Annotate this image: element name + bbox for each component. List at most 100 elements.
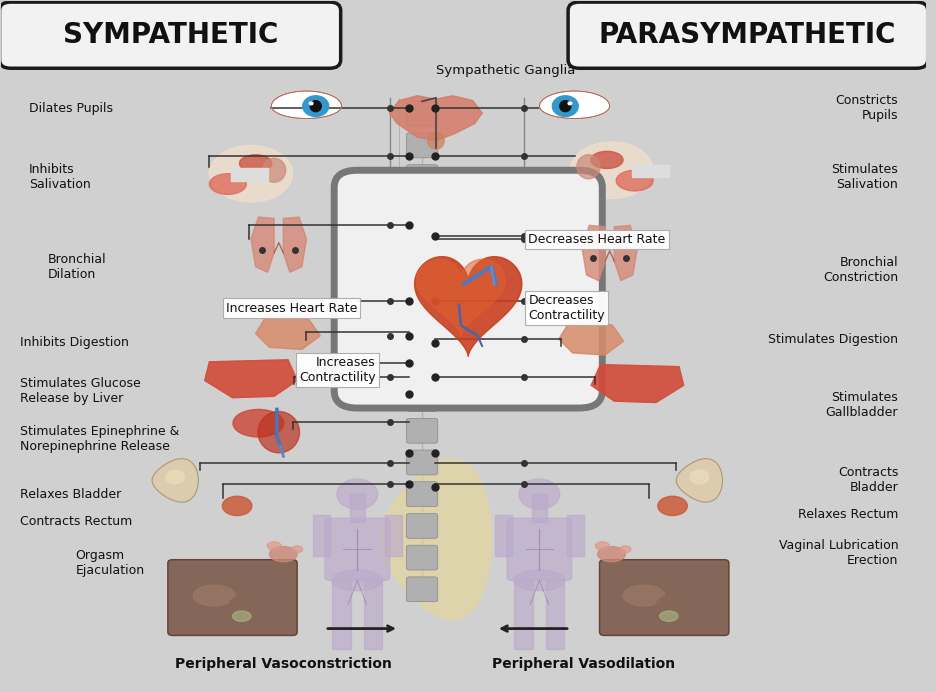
Text: Decreases
Contractility: Decreases Contractility [528, 294, 605, 322]
Polygon shape [256, 315, 320, 349]
Text: Bronchial
Constriction: Bronchial Constriction [823, 256, 899, 284]
Ellipse shape [552, 95, 578, 116]
Text: Stimulates
Gallbladder: Stimulates Gallbladder [826, 390, 899, 419]
Ellipse shape [570, 142, 653, 199]
Text: Vaginal Lubrication
Erection: Vaginal Lubrication Erection [779, 539, 899, 567]
Bar [313, 515, 329, 556]
FancyBboxPatch shape [406, 197, 438, 221]
Text: Increases Heart Rate: Increases Heart Rate [226, 302, 358, 315]
Polygon shape [251, 217, 274, 272]
Ellipse shape [210, 145, 293, 202]
FancyBboxPatch shape [406, 228, 438, 253]
Text: Stimulates Epinephrine &
Norepinephrine Release: Stimulates Epinephrine & Norepinephrine … [20, 425, 180, 453]
Polygon shape [152, 459, 198, 502]
Ellipse shape [270, 547, 298, 562]
FancyBboxPatch shape [406, 323, 438, 348]
Ellipse shape [263, 158, 285, 182]
Ellipse shape [302, 95, 329, 116]
Circle shape [519, 479, 560, 509]
FancyBboxPatch shape [325, 518, 389, 581]
Polygon shape [582, 226, 605, 280]
Text: Decreases Heart Rate: Decreases Heart Rate [528, 233, 665, 246]
FancyBboxPatch shape [600, 560, 729, 635]
FancyBboxPatch shape [334, 170, 602, 408]
Ellipse shape [292, 546, 302, 553]
Text: Relaxes Bladder: Relaxes Bladder [20, 488, 121, 501]
Text: Peripheral Vasodilation: Peripheral Vasodilation [492, 657, 676, 671]
FancyBboxPatch shape [0, 2, 341, 69]
Text: Stimulates Glucose
Release by Liver: Stimulates Glucose Release by Liver [20, 377, 140, 405]
Ellipse shape [655, 596, 682, 623]
Ellipse shape [690, 470, 709, 484]
Ellipse shape [310, 100, 321, 111]
Ellipse shape [595, 542, 609, 550]
Ellipse shape [193, 585, 235, 606]
Ellipse shape [620, 546, 631, 553]
Ellipse shape [309, 102, 313, 104]
FancyBboxPatch shape [406, 291, 438, 316]
Bar [495, 515, 512, 556]
Text: Inhibits Digestion: Inhibits Digestion [20, 336, 129, 349]
Bar [332, 581, 351, 649]
FancyBboxPatch shape [406, 133, 438, 158]
Ellipse shape [233, 410, 284, 437]
FancyBboxPatch shape [507, 518, 572, 581]
FancyBboxPatch shape [406, 165, 438, 190]
Polygon shape [256, 315, 320, 349]
Polygon shape [415, 257, 522, 356]
Polygon shape [284, 217, 306, 272]
Ellipse shape [227, 596, 256, 623]
Polygon shape [380, 459, 491, 619]
Circle shape [337, 479, 377, 509]
Text: PARASYMPATHETIC: PARASYMPATHETIC [599, 21, 896, 49]
FancyBboxPatch shape [406, 450, 438, 475]
Polygon shape [417, 260, 505, 336]
Polygon shape [539, 91, 609, 118]
FancyBboxPatch shape [406, 387, 438, 412]
Polygon shape [271, 91, 342, 118]
Text: Dilates Pupils: Dilates Pupils [29, 102, 113, 115]
FancyBboxPatch shape [406, 101, 438, 126]
Text: Peripheral Vasoconstriction: Peripheral Vasoconstriction [175, 657, 392, 671]
Ellipse shape [598, 547, 625, 562]
Polygon shape [559, 320, 623, 355]
Text: Orgasm
Ejaculation: Orgasm Ejaculation [75, 549, 144, 577]
Ellipse shape [210, 174, 246, 194]
Ellipse shape [258, 412, 300, 453]
Bar [364, 581, 382, 649]
FancyBboxPatch shape [406, 260, 438, 284]
Ellipse shape [232, 611, 251, 621]
FancyBboxPatch shape [168, 560, 298, 635]
Ellipse shape [166, 470, 184, 484]
Text: Stimulates Digestion: Stimulates Digestion [768, 333, 899, 345]
Text: Contracts Rectum: Contracts Rectum [20, 516, 132, 528]
Ellipse shape [240, 155, 271, 172]
Polygon shape [614, 226, 637, 280]
Text: SYMPATHETIC: SYMPATHETIC [63, 21, 278, 49]
Polygon shape [582, 226, 605, 280]
Text: Bronchial
Dilation: Bronchial Dilation [48, 253, 107, 281]
Bar [385, 515, 402, 556]
Ellipse shape [616, 170, 653, 191]
Polygon shape [677, 459, 723, 502]
Bar [632, 165, 669, 177]
Ellipse shape [560, 100, 571, 111]
Ellipse shape [658, 496, 687, 516]
FancyBboxPatch shape [406, 482, 438, 507]
Ellipse shape [223, 496, 252, 516]
Polygon shape [592, 365, 683, 403]
Ellipse shape [568, 102, 572, 104]
Bar [515, 581, 533, 649]
Text: Inhibits
Salivation: Inhibits Salivation [29, 163, 91, 191]
Polygon shape [614, 226, 637, 280]
Polygon shape [284, 217, 306, 272]
Bar [230, 168, 268, 181]
Text: Increases
Contractility: Increases Contractility [300, 356, 375, 384]
Text: Contracts
Bladder: Contracts Bladder [838, 466, 899, 494]
Polygon shape [389, 95, 482, 140]
Polygon shape [592, 365, 683, 403]
Ellipse shape [660, 611, 678, 621]
Polygon shape [251, 217, 274, 272]
Ellipse shape [267, 542, 281, 550]
Polygon shape [389, 95, 482, 140]
